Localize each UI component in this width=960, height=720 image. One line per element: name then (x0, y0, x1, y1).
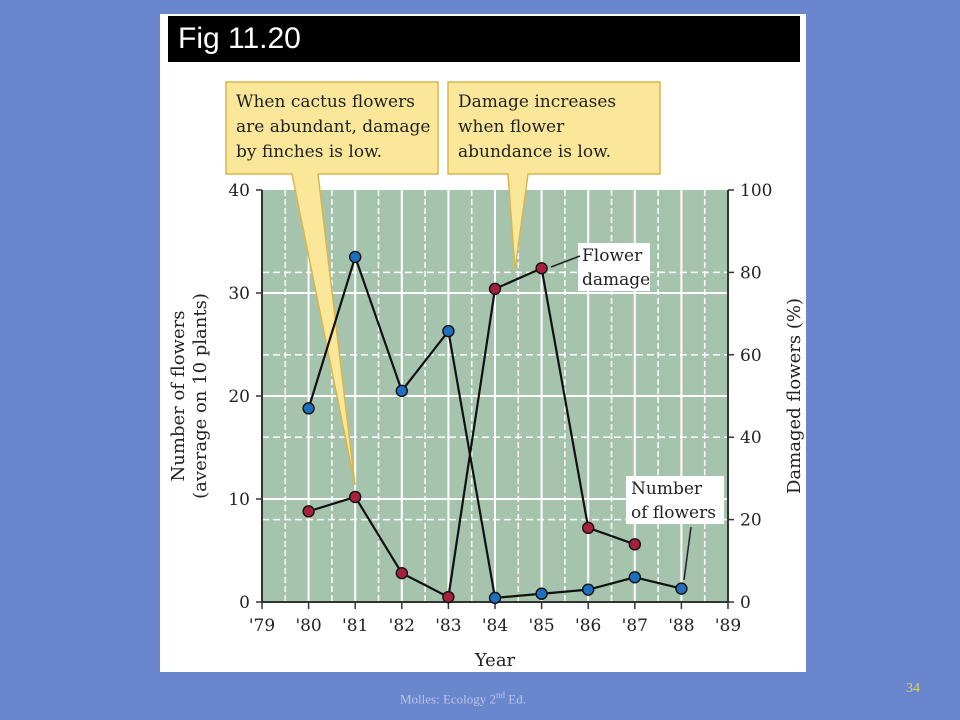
number-of-flowers-point (675, 582, 688, 595)
number-of-flowers-point (442, 324, 455, 338)
x-tick-label: '85 (528, 616, 554, 636)
x-tick-label: '86 (575, 616, 601, 636)
y-right-tick-label: 100 (740, 181, 772, 201)
number-of-flowers-point (628, 571, 641, 584)
y-right-axis-label: Damaged flowers (%) (784, 298, 805, 494)
callout-damage-line-1: Damage increases (458, 92, 616, 112)
number-of-flowers-point (535, 587, 548, 600)
y-left-tick-label: 10 (228, 490, 250, 510)
y-right-tick-label: 0 (740, 593, 751, 613)
flower-damage-point (582, 521, 595, 535)
tick-labels: '79 '80 '81 '82 '83 '84 '85 '86 '87 '88 '89 0 10 20 30… (228, 181, 772, 636)
y-right-tick-label: 80 (740, 263, 762, 283)
x-tick-label: '82 (389, 616, 415, 636)
x-tick-label: '89 (715, 616, 741, 636)
number-flowers-label-bg (626, 476, 724, 524)
flower-damage-line (308, 266, 636, 599)
x-tick-label: '88 (668, 616, 694, 636)
callout-abundant-line-3: by finches is low. (236, 142, 382, 162)
footer-tail: Ed. (505, 691, 526, 707)
flower-damage-label-bg (578, 243, 650, 291)
number-of-flowers-point (349, 250, 362, 264)
series (302, 250, 688, 605)
x-tick-label: '80 (295, 616, 321, 636)
flower-damage-point (535, 262, 548, 275)
x-axis-label: Year (474, 650, 516, 671)
flower-damage-point (395, 566, 408, 580)
footer-superscript: nd (496, 690, 506, 700)
number-flowers-label-line-1: Number (631, 479, 703, 499)
series-labels: Flower damage Number of flowers (550, 243, 724, 581)
callout-abundant-line-1: When cactus flowers (236, 92, 415, 112)
flower-damage-point (302, 505, 315, 518)
x-tick-label: '83 (435, 616, 461, 636)
y-left-axis-label: Number of flowers (168, 311, 189, 482)
number-flowers-leader-line (683, 526, 692, 581)
flower-damage-point (628, 538, 641, 551)
x-tick-label: '87 (622, 616, 648, 636)
number-flowers-label-line-2: of flowers (631, 503, 716, 523)
flower-damage-label-line-1: Flower (582, 246, 643, 266)
callout-abundant (225, 81, 439, 486)
x-tick-label: '81 (342, 616, 368, 636)
flower-damage-label-line-2: damage (582, 270, 650, 290)
y-left-tick-label: 20 (228, 387, 250, 407)
number-of-flowers-point (395, 384, 408, 398)
flower-damage-point (442, 590, 455, 604)
y-left-tick-label: 40 (228, 181, 250, 201)
x-tick-label: '84 (482, 616, 508, 636)
callout-damage-line-3: abundance is low. (458, 142, 611, 162)
footer-text: Molles: Ecology 2 (400, 691, 497, 707)
y-right-tick-label: 20 (740, 511, 762, 531)
number-of-flowers-point (582, 583, 595, 596)
x-tick-label: '79 (249, 616, 275, 636)
y-left-tick-label: 0 (239, 593, 250, 613)
y-left-tick-label: 30 (228, 284, 250, 304)
number-of-flowers-point (488, 591, 502, 605)
number-of-flowers-point (302, 402, 315, 415)
y-right-tick-label: 40 (740, 428, 762, 448)
page-number: 34 (906, 681, 920, 696)
callouts: When cactus flowers are abundant, damage… (225, 81, 661, 486)
flower-damage-point (488, 282, 502, 296)
figure-title: Fig 11.20 (168, 16, 800, 62)
callout-damage (447, 81, 661, 271)
flower-damage-leader-line (550, 255, 581, 268)
flower-damage-point (349, 490, 362, 504)
footer-citation: Molles: Ecology 2nd Ed. (400, 690, 526, 707)
callout-damage-line-2: when flower (458, 117, 565, 137)
y-left-axis-label-sub: (average on 10 plants) (190, 293, 211, 499)
callout-abundant-line-2: are abundant, damage (236, 117, 430, 137)
y-right-tick-label: 60 (740, 346, 762, 366)
